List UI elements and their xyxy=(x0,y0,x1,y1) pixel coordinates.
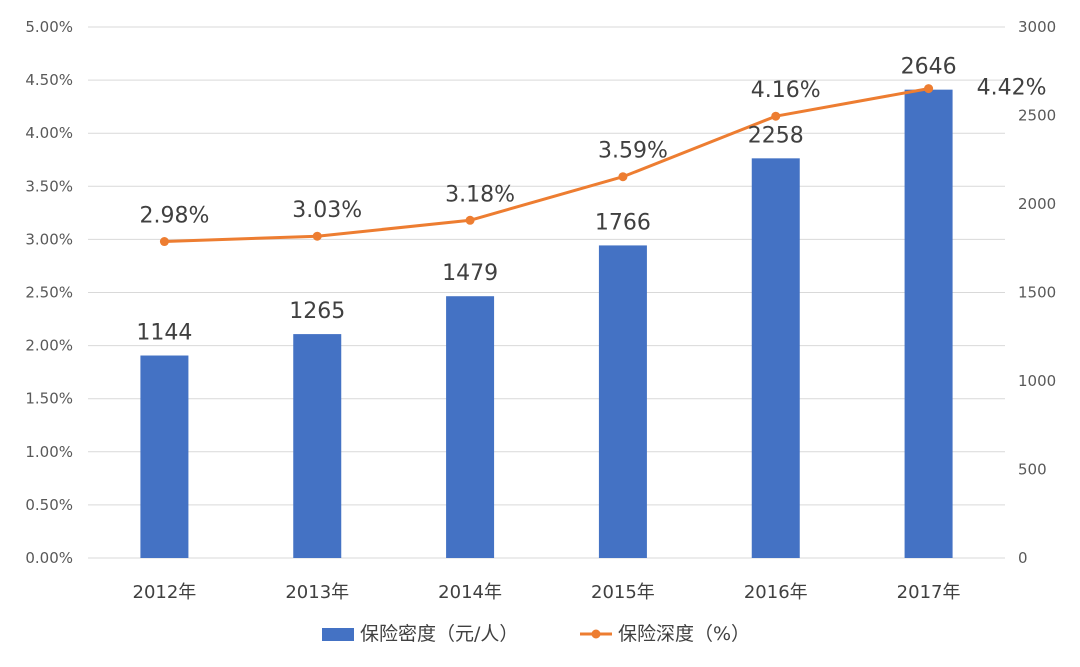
y-left-tick-label: 4.00% xyxy=(25,124,73,142)
line-point xyxy=(159,237,169,247)
x-tick-label: 2016年 xyxy=(744,582,808,603)
line-point xyxy=(312,231,322,241)
y-right-tick-label: 2500 xyxy=(1018,107,1056,125)
line-series xyxy=(164,87,929,244)
bar xyxy=(598,245,647,558)
line-data-label: 3.59% xyxy=(598,139,668,164)
bar-data-label: 2646 xyxy=(901,55,957,80)
x-tick-label: 2017年 xyxy=(897,582,961,603)
bar xyxy=(293,334,342,558)
line-point xyxy=(771,111,781,121)
x-tick-label: 2012年 xyxy=(133,582,197,603)
y-left-tick-label: 0.00% xyxy=(25,549,73,567)
legend-label-bar: 保险密度（元/人） xyxy=(360,623,518,645)
line-data-label: 3.03% xyxy=(292,198,362,223)
y-left-tick-label: 1.00% xyxy=(25,443,73,461)
y-left-tick-label: 3.00% xyxy=(25,230,73,248)
line-point xyxy=(618,172,628,182)
line-data-label: 2.98% xyxy=(139,204,209,229)
bar-data-label: 1144 xyxy=(136,321,192,346)
bar-data-label: 1265 xyxy=(289,299,345,324)
y-left-tick-label: 4.50% xyxy=(25,71,73,89)
y-right-tick-label: 1000 xyxy=(1018,372,1056,390)
line-data-label: 4.16% xyxy=(751,78,821,103)
y-left-tick-label: 3.50% xyxy=(25,177,73,195)
y-right-tick-label: 3000 xyxy=(1018,18,1056,36)
x-tick-label: 2015年 xyxy=(591,582,655,603)
bar xyxy=(751,158,800,559)
line-data-label: 4.42% xyxy=(977,76,1047,101)
legend-swatch-marker xyxy=(591,629,601,639)
y-left-tick-label: 5.00% xyxy=(25,18,73,36)
y-right-tick-label: 0 xyxy=(1018,549,1028,567)
y-left-tick-label: 1.50% xyxy=(25,390,73,408)
x-tick-label: 2014年 xyxy=(438,582,502,603)
y-right-tick-label: 500 xyxy=(1018,461,1047,479)
y-left-tick-label: 2.00% xyxy=(25,337,73,355)
line-data-label: 3.18% xyxy=(445,182,515,207)
y-left-tick-label: 2.50% xyxy=(25,284,73,302)
legend-label-line: 保险深度（%） xyxy=(618,623,750,645)
bar xyxy=(446,296,495,558)
bar-data-label: 1479 xyxy=(442,261,498,286)
y-right-tick-label: 1500 xyxy=(1018,284,1056,302)
y-right-tick-label: 2000 xyxy=(1018,195,1056,213)
bar xyxy=(140,355,189,558)
bar-data-label: 1766 xyxy=(595,210,651,235)
bar xyxy=(904,89,953,559)
x-tick-label: 2013年 xyxy=(285,582,349,603)
line-point xyxy=(924,84,934,94)
legend-swatch-bar xyxy=(322,628,354,641)
bar-data-label: 2258 xyxy=(748,123,804,148)
line-point xyxy=(465,215,475,225)
y-left-tick-label: 0.50% xyxy=(25,496,73,514)
